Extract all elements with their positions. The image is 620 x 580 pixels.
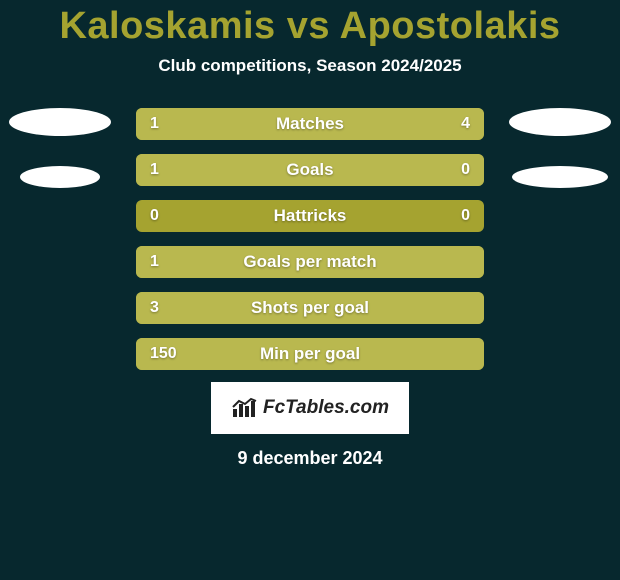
bar-label: Hattricks bbox=[136, 206, 484, 226]
bar-row: 00Hattricks bbox=[136, 200, 484, 232]
bar-row: 10Goals bbox=[136, 154, 484, 186]
chart-icon bbox=[231, 397, 257, 419]
bar-label: Min per goal bbox=[136, 344, 484, 364]
date-text: 9 december 2024 bbox=[0, 448, 620, 469]
comparison-section: 14Matches 10Goals 00Hattricks 1Goals per ma… bbox=[0, 108, 620, 370]
subtitle: Club competitions, Season 2024/2025 bbox=[0, 56, 620, 76]
bar-label: Goals bbox=[136, 160, 484, 180]
player-indicator bbox=[9, 108, 111, 136]
infographic-canvas: Kaloskamis vs Apostolakis Club competiti… bbox=[0, 0, 620, 580]
bar-row: 3Shots per goal bbox=[136, 292, 484, 324]
player-right-indicators bbox=[500, 108, 620, 188]
bar-label: Matches bbox=[136, 114, 484, 134]
player-indicator bbox=[512, 166, 608, 188]
logo-box: FcTables.com bbox=[211, 382, 409, 434]
bar-row: 150Min per goal bbox=[136, 338, 484, 370]
page-title: Kaloskamis vs Apostolakis bbox=[0, 5, 620, 48]
bar-row: 1Goals per match bbox=[136, 246, 484, 278]
bar-label: Goals per match bbox=[136, 252, 484, 272]
comparison-bars: 14Matches 10Goals 00Hattricks 1Goals per ma… bbox=[136, 108, 484, 370]
player-indicator bbox=[509, 108, 611, 136]
bar-row: 14Matches bbox=[136, 108, 484, 140]
player-left-indicators bbox=[0, 108, 120, 188]
player-indicator bbox=[20, 166, 100, 188]
logo-text: FcTables.com bbox=[263, 397, 389, 419]
bar-label: Shots per goal bbox=[136, 298, 484, 318]
